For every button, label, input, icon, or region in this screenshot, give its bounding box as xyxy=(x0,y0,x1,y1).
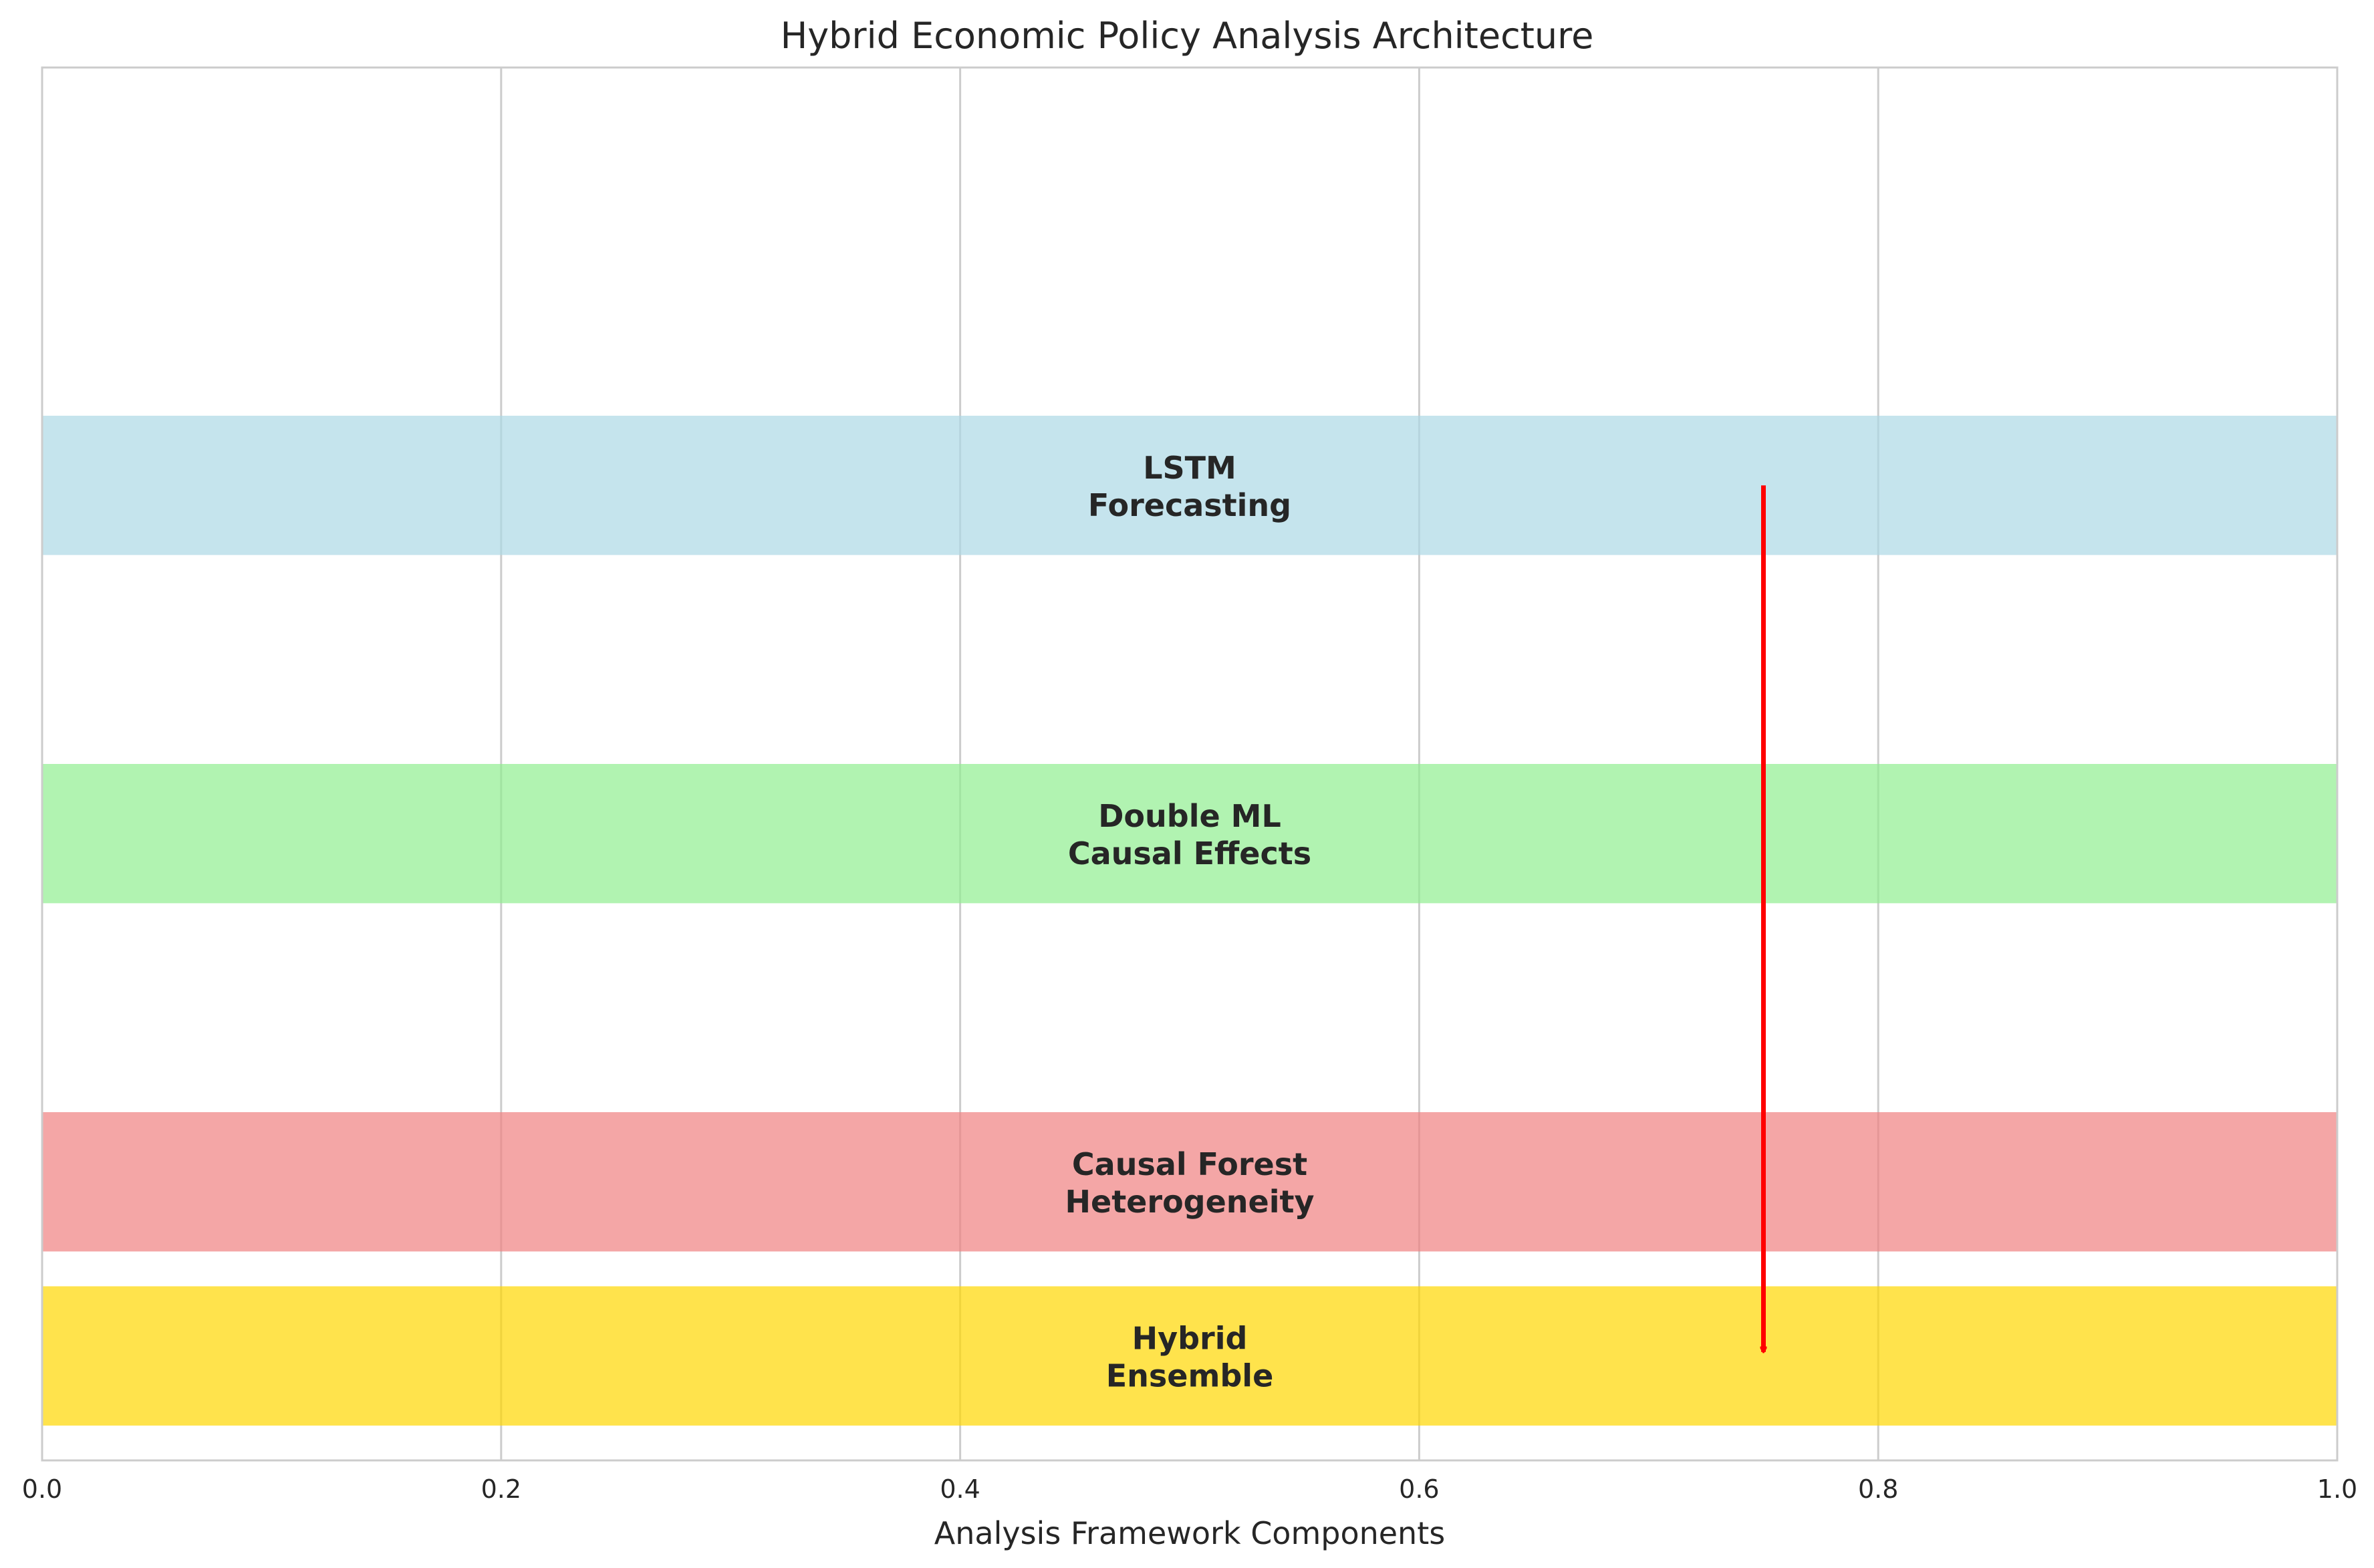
bar xyxy=(42,1286,2337,1426)
bar-label-line2: Heterogeneity xyxy=(1065,1184,1315,1220)
bar-label-line1: Causal Forest xyxy=(1072,1146,1307,1182)
x-ticks: 0.0 0.2 0.4 0.6 0.8 1.0 xyxy=(22,1474,2357,1504)
bar-label-line1: LSTM xyxy=(1143,450,1236,486)
bar-label-line2: Ensemble xyxy=(1106,1358,1274,1394)
x-tick-label: 0.8 xyxy=(1858,1474,1898,1504)
x-tick-label: 0.6 xyxy=(1399,1474,1439,1504)
x-tick-label: 0.0 xyxy=(22,1474,62,1504)
x-axis-label: Analysis Framework Components xyxy=(934,1515,1445,1551)
chart-title: Hybrid Economic Policy Analysis Architec… xyxy=(781,15,1594,57)
bar xyxy=(42,764,2337,904)
bar-label-line2: Forecasting xyxy=(1088,487,1291,523)
x-tick-label: 0.2 xyxy=(481,1474,521,1504)
bar-label-line2: Causal Effects xyxy=(1068,835,1311,872)
bar-label-line1: Hybrid xyxy=(1132,1321,1248,1357)
x-tick-label: 1.0 xyxy=(2317,1474,2357,1504)
plot-frame xyxy=(41,66,2339,1462)
bar-label-line1: Double ML xyxy=(1098,798,1281,834)
bar xyxy=(42,416,2337,555)
bar xyxy=(42,1112,2337,1252)
x-tick-label: 0.4 xyxy=(940,1474,980,1504)
